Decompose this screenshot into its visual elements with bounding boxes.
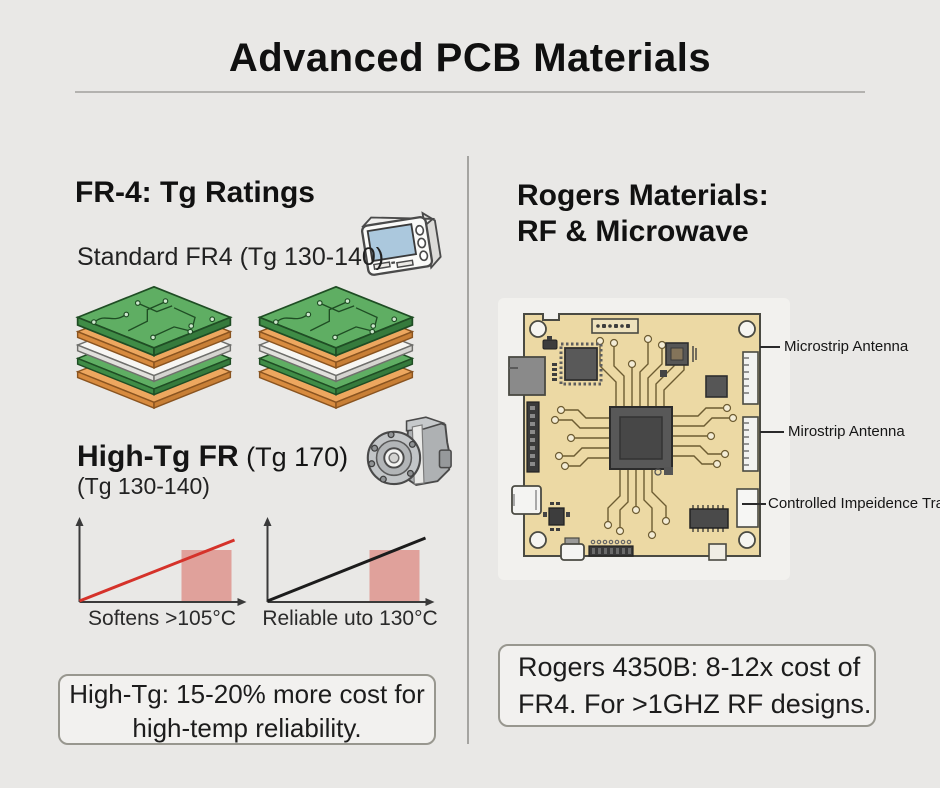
leader-line-microstrip: [760, 346, 780, 348]
rogers-heading-line2: RF & Microwave: [517, 215, 749, 248]
rogers-section-heading: Rogers Materials: RF & Microwave: [517, 178, 769, 250]
high-tg-heading-rest: (Tg 170): [238, 442, 349, 472]
rogers-heading-line1: Rogers Materials:: [517, 179, 769, 212]
high-tg-subtext: (Tg 130-140): [77, 473, 210, 499]
display-device-icon: [360, 211, 442, 276]
reliability-chart-caption: Reliable uto 130°C: [262, 607, 438, 630]
note-line: Rogers 4350B: 8-12x cost of: [518, 652, 861, 682]
pcb-layer-stack-icon: [75, 285, 233, 409]
red-trend-line: [78, 538, 236, 603]
chart-highlight-bar: [369, 550, 420, 602]
high-tg-heading: High-Tg FR (Tg 170): [77, 440, 348, 474]
standard-fr4-label: Standard FR4 (Tg 130-140): [77, 243, 385, 271]
pcb-layer-stack-icon: [257, 285, 415, 409]
pcb-label-microstrip-antenna: Microstrip Antenna: [784, 338, 909, 355]
column-divider: [467, 156, 469, 744]
note-line: High-Tg: 15-20% more cost for: [69, 679, 425, 709]
title-divider: [75, 91, 865, 93]
softening-chart-caption: Softens >105°C: [88, 607, 236, 630]
leader-line-impedance: [742, 503, 766, 505]
fr4-section-heading: FR-4: Tg Ratings: [75, 176, 315, 209]
high-tg-cost-note: High-Tg: 15-20% more cost for high-temp …: [58, 674, 436, 745]
rf-pcb-board-illustration: [508, 313, 761, 561]
high-tg-heading-bold: High-Tg FR: [77, 440, 239, 473]
leader-line-mirostrip: [760, 431, 784, 433]
softening-chart: [75, 517, 247, 606]
motor-gearbox-icon: [366, 416, 452, 487]
note-line: FR4. For >1GHZ RF designs.: [518, 689, 872, 719]
rogers-cost-note: Rogers 4350B: 8-12x cost of FR4. For >1G…: [498, 644, 876, 727]
note-line: high-temp reliability.: [132, 713, 362, 743]
page-title: Advanced PCB Materials: [228, 36, 712, 80]
reliability-chart: [263, 517, 435, 606]
pcb-label-mirostrip-antenna: Mirostrip Antenna: [788, 423, 905, 440]
black-trend-line: [266, 536, 427, 603]
pcb-label-impedance-trace: Controlled Impeidence Trace: [768, 495, 940, 512]
